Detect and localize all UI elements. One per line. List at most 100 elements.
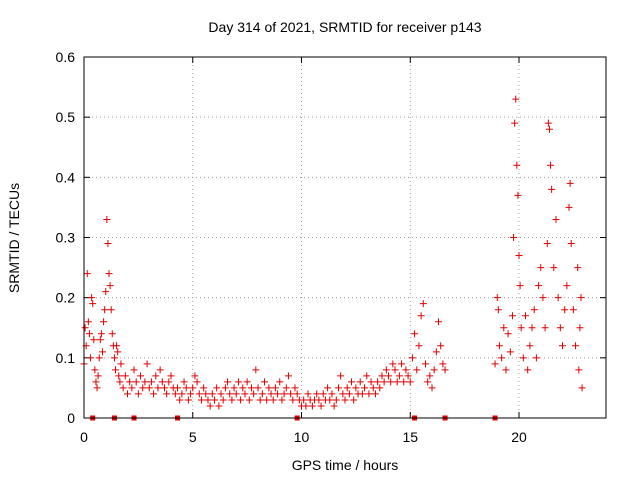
data-point	[95, 354, 103, 362]
data-point	[566, 179, 574, 187]
data-point	[239, 384, 247, 392]
x-axis-label: GPS time / hours	[292, 457, 399, 473]
data-point	[300, 396, 308, 404]
data-point	[267, 390, 275, 398]
data-point	[141, 378, 149, 386]
data-point	[282, 384, 290, 392]
data-point	[426, 372, 434, 380]
data-point	[202, 390, 210, 398]
data-point	[208, 390, 216, 398]
plot-frame	[83, 56, 607, 419]
y-tick-label: 0	[67, 410, 75, 426]
data-point	[508, 312, 516, 320]
data-point	[374, 378, 382, 386]
data-point	[163, 390, 171, 398]
data-point	[130, 366, 138, 374]
chart-title: Day 314 of 2021, SRMTID for receiver p14…	[208, 19, 481, 35]
data-point	[382, 366, 390, 374]
data-point	[514, 191, 522, 199]
data-point	[252, 366, 260, 374]
data-point	[441, 366, 449, 374]
data-point	[328, 390, 336, 398]
x-axis-ticks: 0 5 10 15 20	[80, 57, 527, 445]
data-point	[495, 342, 503, 350]
data-point	[211, 396, 218, 404]
data-point	[543, 240, 551, 248]
data-point	[348, 378, 356, 386]
data-point	[315, 396, 323, 404]
data-point	[572, 342, 580, 350]
data-point	[132, 378, 140, 386]
data-point	[113, 342, 121, 350]
data-point	[513, 161, 521, 169]
data-point	[522, 312, 530, 320]
data-point	[304, 390, 312, 398]
data-point	[200, 384, 208, 392]
data-point	[330, 402, 338, 410]
data-point	[103, 215, 111, 223]
data-point	[219, 396, 227, 404]
y-axis-label: SRMTID / TECUs	[6, 183, 22, 293]
x-tick-label: 0	[80, 429, 88, 445]
data-point	[526, 342, 534, 350]
data-point	[498, 354, 506, 362]
data-point	[94, 372, 102, 380]
data-point	[263, 396, 271, 404]
data-point	[101, 306, 109, 314]
data-point	[341, 396, 349, 404]
data-point	[408, 354, 416, 362]
data-point	[506, 348, 514, 356]
y-tick-label: 0.6	[56, 49, 76, 65]
data-point	[178, 390, 186, 398]
data-point	[504, 330, 512, 338]
data-point	[226, 390, 234, 398]
data-point	[544, 119, 552, 127]
data-point	[158, 378, 166, 386]
data-point	[548, 185, 556, 193]
data-point	[376, 384, 384, 392]
data-point	[532, 354, 540, 362]
data-point	[530, 306, 538, 314]
data-point	[511, 119, 519, 127]
data-point	[547, 161, 555, 169]
data-point	[391, 366, 399, 374]
data-point	[363, 372, 371, 380]
data-point	[493, 294, 501, 302]
data-point	[165, 378, 173, 386]
data-point	[337, 372, 345, 380]
data-point	[213, 384, 221, 392]
data-point	[102, 288, 110, 296]
data-point	[545, 125, 553, 133]
data-point	[265, 384, 273, 392]
data-point	[121, 372, 129, 380]
data-point	[576, 324, 584, 332]
data-point	[334, 384, 342, 392]
data-point	[519, 354, 527, 362]
data-point	[100, 318, 108, 326]
data-point	[180, 378, 188, 386]
data-point	[352, 384, 360, 392]
data-points	[80, 95, 586, 410]
data-point	[107, 306, 115, 314]
data-point	[313, 390, 321, 398]
data-point	[126, 378, 134, 386]
data-point	[432, 348, 440, 356]
data-point	[247, 384, 255, 392]
data-point	[160, 384, 168, 392]
data-point	[174, 384, 182, 392]
data-point	[524, 366, 532, 374]
data-point	[371, 390, 379, 398]
data-point	[204, 396, 212, 404]
data-point	[234, 378, 242, 386]
data-point	[156, 366, 164, 374]
data-point	[358, 390, 366, 398]
data-point	[92, 378, 100, 386]
data-point	[182, 384, 190, 392]
data-point	[110, 354, 118, 362]
data-point	[261, 378, 269, 386]
data-point	[552, 215, 560, 223]
data-point	[171, 390, 179, 398]
data-point	[356, 378, 364, 386]
data-point	[380, 378, 388, 386]
